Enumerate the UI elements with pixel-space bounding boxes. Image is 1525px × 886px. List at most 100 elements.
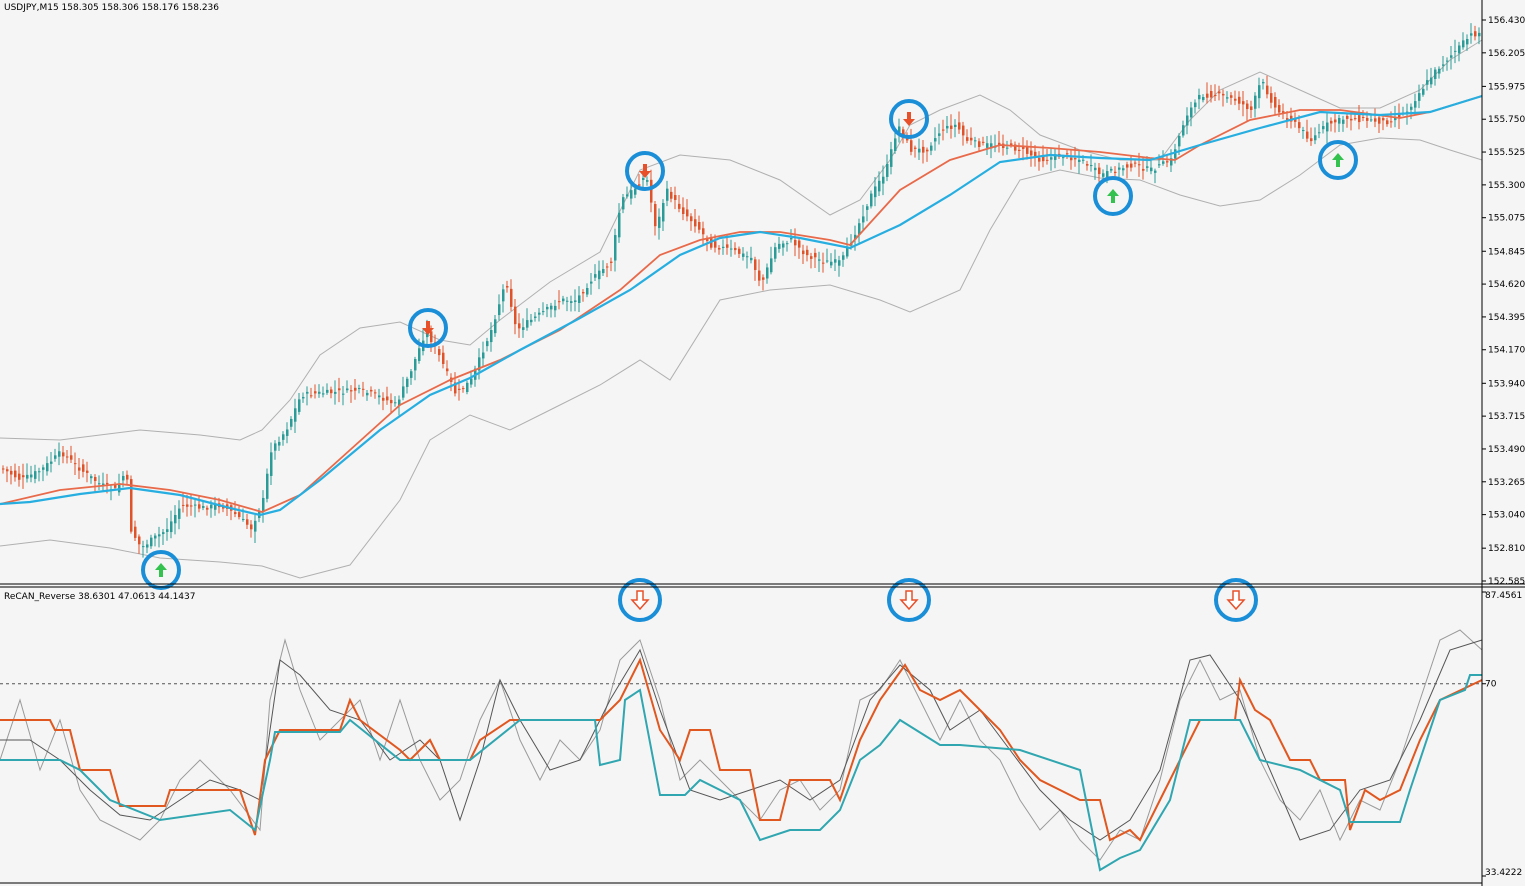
symbol-header: USDJPY,M15 158.305 158.306 158.176 158.2… <box>4 3 219 13</box>
candle-body <box>1062 157 1065 159</box>
candle-body <box>318 391 321 394</box>
candle-body <box>338 388 341 391</box>
candle-body <box>302 396 305 399</box>
candle-body <box>898 126 901 133</box>
candle-body <box>610 261 613 263</box>
y-tick-label: 70 <box>1485 680 1497 690</box>
candle-body <box>342 393 345 395</box>
candle-body <box>1250 106 1253 110</box>
candle-body <box>890 149 893 167</box>
candle-body <box>682 207 685 214</box>
candle-body <box>6 469 9 472</box>
candle-body <box>1442 64 1445 66</box>
candle-body <box>1078 159 1081 162</box>
candle-body <box>686 209 689 217</box>
price-panel[interactable]: USDJPY,M15 158.305 158.306 158.176 158.2… <box>0 3 1483 590</box>
candle-body <box>842 255 845 260</box>
candle-body <box>458 388 461 390</box>
candle-body <box>882 176 885 184</box>
candle-body <box>102 483 105 486</box>
candle-body <box>242 518 245 520</box>
y-tick-label: 155.750 <box>1488 115 1525 125</box>
candle-body <box>798 240 801 248</box>
candle-body <box>1162 161 1165 164</box>
down-arrow-icon <box>903 112 915 126</box>
candle-body <box>662 202 665 222</box>
candle-body <box>742 253 745 257</box>
candle-body <box>1262 81 1265 84</box>
candle-body <box>1150 167 1153 172</box>
down-arrow-shape <box>422 321 434 335</box>
candle-body <box>542 311 545 313</box>
y-tick-label: 153.490 <box>1488 445 1525 455</box>
candle-body <box>578 295 581 303</box>
candle-body <box>1166 161 1169 163</box>
hollow-down-arrow-icon <box>899 590 919 611</box>
candle-body <box>1306 131 1309 139</box>
candle-body <box>1142 168 1145 171</box>
candle-body <box>838 260 841 266</box>
candle-body <box>1294 119 1297 122</box>
candle-body <box>1354 118 1357 120</box>
indicator-slow-line <box>0 639 1483 841</box>
upper-band-line <box>0 39 1483 441</box>
y-tick-label: 154.620 <box>1488 280 1525 290</box>
candle-body <box>254 520 257 532</box>
candle-body <box>414 359 417 371</box>
candle-body <box>330 389 333 394</box>
candle-body <box>810 256 813 259</box>
candle-body <box>22 475 25 478</box>
candle-body <box>430 331 433 343</box>
lower-band-line <box>0 137 1483 579</box>
candle-body <box>1398 114 1401 118</box>
candle-body <box>482 352 485 359</box>
candle-body <box>62 452 65 457</box>
candle-body <box>1254 95 1257 109</box>
candle-body <box>1378 117 1381 124</box>
candle-body <box>86 470 89 473</box>
candle-body <box>1178 135 1181 147</box>
candle-body <box>782 243 785 248</box>
slow-ma-line <box>0 94 1483 517</box>
candle-body <box>354 387 357 391</box>
candle-body <box>162 532 165 535</box>
candle-body <box>722 246 725 248</box>
candle-body <box>1218 91 1221 94</box>
candle-body <box>734 247 737 251</box>
candle-body <box>26 474 29 479</box>
indicator-panel[interactable]: ReCAN_Reverse 38.6301 47.0613 44.1437 <box>0 578 1483 872</box>
candle-body <box>130 479 133 532</box>
indicator-header: ReCAN_Reverse 38.6301 47.0613 44.1437 <box>4 592 195 602</box>
candle-body <box>806 249 809 256</box>
candle-body <box>466 382 469 392</box>
candle-body <box>990 143 993 149</box>
candle-body <box>1454 50 1457 52</box>
candle-body <box>730 248 733 250</box>
candle-body <box>746 256 749 258</box>
candle-body <box>1010 143 1013 146</box>
candle-body <box>1082 159 1085 161</box>
candle-body <box>510 288 513 307</box>
candle-body <box>1022 146 1025 149</box>
candle-body <box>1338 117 1341 124</box>
down-arrow-shape <box>903 112 915 126</box>
candle-body <box>946 125 949 129</box>
candle-body <box>982 141 985 143</box>
candle-body <box>490 330 493 343</box>
candle-body <box>1438 68 1441 74</box>
candle-body <box>498 304 501 316</box>
candle-body <box>1478 32 1481 37</box>
candle-body <box>1206 93 1209 98</box>
candle-body <box>1110 168 1113 171</box>
up-arrow-shape <box>155 563 167 577</box>
candle-body <box>1362 116 1365 118</box>
candle-body <box>1106 171 1109 178</box>
y-tick-label: 153.940 <box>1488 379 1525 389</box>
up-arrow-icon <box>1332 153 1344 167</box>
candle-body <box>38 471 41 473</box>
candle-body <box>442 352 445 364</box>
candle-body <box>1070 157 1073 161</box>
candle-body <box>1034 151 1037 157</box>
